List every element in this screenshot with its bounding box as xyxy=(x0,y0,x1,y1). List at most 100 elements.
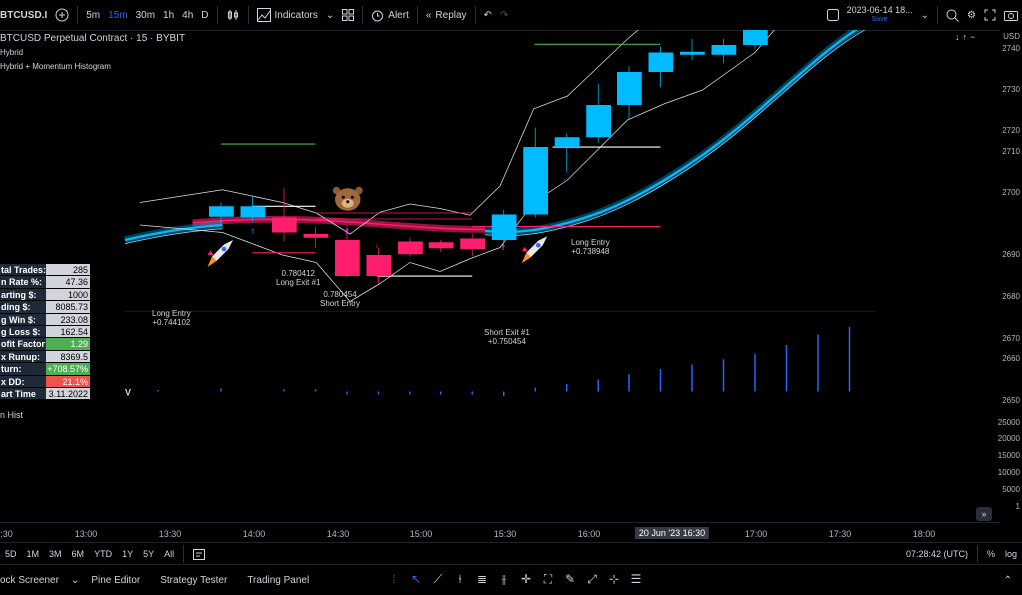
rocket-icon xyxy=(207,240,233,267)
interval-1h[interactable]: 1h xyxy=(163,9,175,21)
price-tick: 2680 xyxy=(1002,292,1020,301)
hist-tick: 20000 xyxy=(997,434,1020,443)
annotation-short-exit: Short Exit #1 +0.750454 xyxy=(484,328,530,346)
legend-title[interactable]: BTCUSD Perpetual Contract · 15 · BYBIT xyxy=(0,33,186,44)
range-5d[interactable]: 5D xyxy=(5,549,17,559)
range-ytd[interactable]: YTD xyxy=(94,549,113,559)
arrow-up-icon[interactable]: ↑ xyxy=(962,32,968,42)
brush-icon[interactable]: ✎ xyxy=(564,572,576,586)
stats-key: ding $: xyxy=(0,301,47,314)
strategy-stats-table: tal Trades: 285 n Rate %: 47.36 arting $: 100… xyxy=(0,264,90,401)
calendar-goto-icon[interactable] xyxy=(188,543,210,565)
legend-indicator-2[interactable]: Hybrid + Momentum Histogram xyxy=(0,62,111,71)
stats-value: 47.36 xyxy=(46,276,90,289)
replay-button[interactable]: « Replay xyxy=(422,0,471,30)
annotation-value: +0.744102 xyxy=(152,318,191,327)
log-scale-toggle[interactable]: log xyxy=(1004,549,1017,559)
stats-row: ding $: 8085.73 xyxy=(0,301,90,314)
arrow-down-icon[interactable]: ↓ xyxy=(955,32,960,42)
chevron-down-icon[interactable]: ⌄ xyxy=(325,9,335,21)
price-chart[interactable]: ⇑ ⇓ ↓ ⇑ ↑ xyxy=(0,30,1000,405)
compare-plus-icon[interactable] xyxy=(51,0,73,30)
percent-scale-toggle[interactable]: % xyxy=(986,549,995,559)
candle xyxy=(209,202,234,227)
range-all[interactable]: All xyxy=(164,549,175,559)
utc-clock[interactable]: 07:28:42 (UTC) xyxy=(905,549,968,559)
annotation-label: Short Entry xyxy=(320,299,361,308)
stats-key: g Loss $: xyxy=(0,325,47,339)
path-icon[interactable]: ⤢ xyxy=(587,571,597,586)
crosshair-icon[interactable]: ✛ xyxy=(520,572,532,586)
separator xyxy=(247,6,249,24)
hist-tick: 10000 xyxy=(997,468,1020,477)
double-chevron-right-icon: » xyxy=(981,509,987,519)
pitchfork-icon[interactable]: ⫲ xyxy=(502,571,506,586)
candles-icon[interactable] xyxy=(222,0,244,30)
tab-trading-panel[interactable]: Trading Panel xyxy=(247,574,310,586)
alert-button[interactable]: Alert xyxy=(367,0,413,30)
annotation-value: +0.738948 xyxy=(571,247,610,256)
chevron-down-icon[interactable]: ⌄ xyxy=(70,574,80,586)
interval-30m[interactable]: 30m xyxy=(135,9,156,21)
range-1m[interactable]: 1M xyxy=(26,549,40,559)
symbol-search[interactable]: BTCUSD.I xyxy=(0,9,48,21)
range-6m[interactable]: 6M xyxy=(71,549,85,559)
drag-handle-icon[interactable]: ⁞ xyxy=(392,572,396,586)
trend-line-icon[interactable]: ⟋ xyxy=(433,571,443,586)
minus-icon[interactable]: − xyxy=(970,32,976,42)
up-arrow-icon: ↑ xyxy=(563,176,567,185)
chevron-down-icon[interactable]: ⌄ xyxy=(920,9,930,21)
up-arrow-icon: ⇑ xyxy=(500,243,506,252)
tab-pine-editor[interactable]: Pine Editor xyxy=(91,574,141,586)
annotation-value: 0.780454 xyxy=(323,290,357,299)
camera-icon[interactable] xyxy=(1000,0,1022,30)
layout-square-icon[interactable] xyxy=(823,0,843,30)
interval-d[interactable]: D xyxy=(201,9,209,21)
fullscreen-icon[interactable] xyxy=(980,0,1000,30)
separator xyxy=(362,6,364,24)
stats-row: n Rate %: 47.36 xyxy=(0,276,90,289)
time-tick: 13:30 xyxy=(158,529,182,539)
layout-grid-icon[interactable] xyxy=(338,0,358,30)
momentum-histogram xyxy=(157,327,851,396)
separator xyxy=(937,6,939,24)
annotation-value: 0.780412 xyxy=(281,269,315,278)
long-position-icon[interactable]: ☰ xyxy=(630,572,642,586)
annotation-short-entry: 0.780454 Short Entry xyxy=(320,290,360,308)
scale-controls: ↓ ↑ − xyxy=(955,32,975,42)
interval-5m[interactable]: 5m xyxy=(86,9,101,21)
stats-value: 8085.73 xyxy=(46,301,90,314)
stats-row: x DD: 21.1% xyxy=(0,375,90,388)
stats-key: turn: xyxy=(0,363,47,376)
interval-15m[interactable]: 15m xyxy=(108,9,128,21)
rectangle-icon[interactable]: ⛶ xyxy=(543,571,553,586)
redo-icon[interactable]: ↷ xyxy=(499,9,509,21)
gear-icon[interactable]: ⚙ xyxy=(967,9,976,21)
price-axis[interactable]: USD 2740 2730 2720 2710 2700 2690 2680 2… xyxy=(997,30,1022,530)
down-arrow-icon: ⇓ xyxy=(344,227,350,236)
interval-4h[interactable]: 4h xyxy=(182,9,194,21)
chevron-up-icon[interactable]: ⌃ xyxy=(1003,574,1012,586)
indicators-button[interactable]: Indicators xyxy=(253,0,322,30)
cursor-icon[interactable]: ↖ xyxy=(410,572,422,586)
tab-stock-screener[interactable]: ock Screener xyxy=(0,574,59,586)
measure-icon[interactable]: ⊹ xyxy=(608,572,620,586)
range-3m[interactable]: 3M xyxy=(49,549,62,559)
stats-row: turn: +708.57% xyxy=(0,363,90,376)
stats-row: arting $: 1000 xyxy=(0,288,90,302)
scroll-right-button[interactable]: » xyxy=(976,507,992,521)
stats-key: art Time xyxy=(0,387,47,401)
time-axis[interactable]: 2:30 13:00 13:30 14:00 14:30 15:00 15:30… xyxy=(0,522,1000,543)
tab-strategy-tester[interactable]: Strategy Tester xyxy=(160,574,228,586)
range-1y[interactable]: 1Y xyxy=(122,549,134,559)
legend-indicator-1[interactable]: Hybrid xyxy=(0,48,24,57)
save-area[interactable]: 2023-06-14 18... Save xyxy=(843,0,917,30)
candle xyxy=(617,66,642,120)
undo-icon[interactable]: ↶ xyxy=(483,9,492,21)
range-5y[interactable]: 5Y xyxy=(143,549,155,559)
time-tick: 2:30 xyxy=(0,529,13,539)
fib-icon[interactable]: ≣ xyxy=(476,572,488,586)
time-tick: 15:00 xyxy=(409,529,433,539)
zoom-search-icon[interactable] xyxy=(942,0,963,30)
vertical-line-icon[interactable]: ⫮ xyxy=(458,571,462,586)
